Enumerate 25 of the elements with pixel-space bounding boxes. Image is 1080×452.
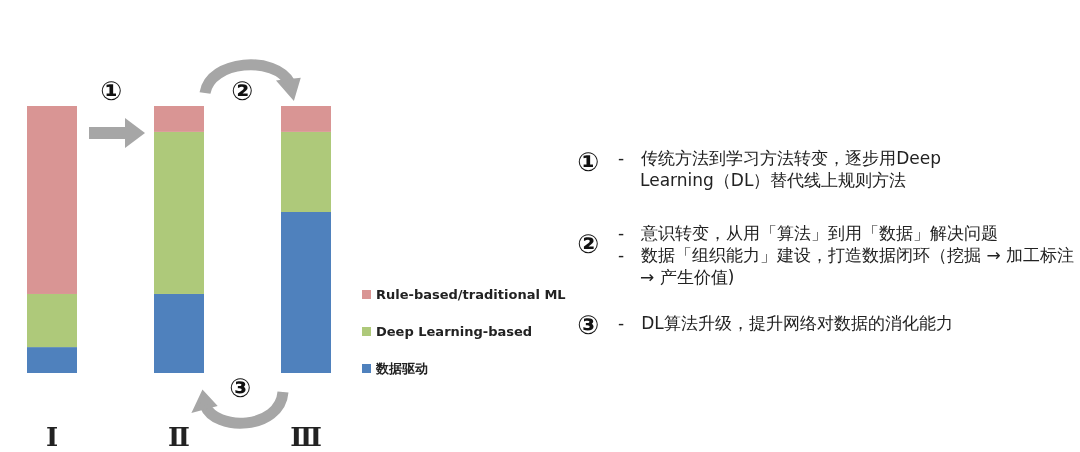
- legend-label: 数据驱动: [375, 361, 428, 376]
- text: - 意识转变，从用「算法」到用「数据」解决问题: [618, 222, 1000, 244]
- text: ①: [577, 147, 600, 177]
- annotation: ①: [100, 76, 123, 106]
- bar: [281, 106, 331, 132]
- bar: [154, 293, 204, 373]
- x-tick-label: Ⅰ: [45, 422, 59, 452]
- bar: [27, 106, 77, 294]
- text: ②: [577, 229, 600, 259]
- bar: [154, 131, 204, 294]
- bar: [154, 106, 204, 132]
- text: ③: [577, 310, 600, 340]
- text: - 数据「组织能力」建设，打造数据闭环（挖掘 → 加工标注 → 产生价值): [618, 244, 1076, 288]
- text: - DL算法升级，提升网络对数据的消化能力: [618, 312, 954, 334]
- bar: [27, 293, 77, 348]
- x-tick-label: Ⅱ: [168, 422, 190, 452]
- x-tick-label: Ⅲ: [290, 422, 322, 452]
- bar: [281, 131, 331, 212]
- legend-label: Rule-based/traditional ML: [376, 287, 566, 302]
- bar: [281, 212, 331, 373]
- legend-label: Deep Learning-based: [376, 324, 533, 339]
- annotation: ②: [231, 76, 254, 106]
- bar: [27, 347, 77, 373]
- text: - 传统方法到学习方法转变，逐步用Deep Learning（DL）替代线上规则方法: [618, 147, 942, 191]
- annotation: ③: [229, 373, 252, 403]
